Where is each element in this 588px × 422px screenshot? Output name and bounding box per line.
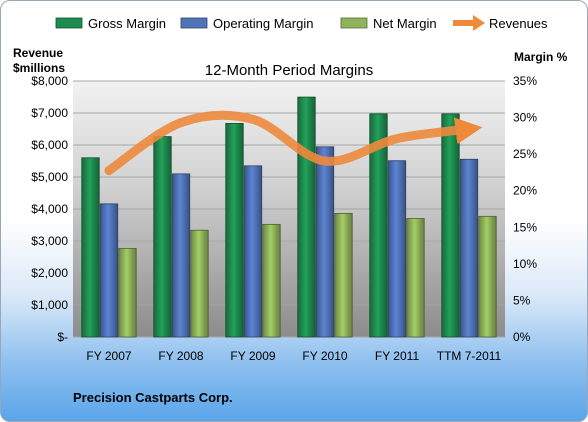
gross-margin-bar (297, 96, 316, 338)
right-tick-label: 0% (513, 330, 531, 344)
net-margin-bar (118, 248, 137, 338)
gross-margin-bar (81, 157, 100, 338)
gross-margin-bar (225, 123, 244, 338)
gross-margin-legend-swatch (55, 17, 83, 29)
right-tick-label: 5% (513, 293, 531, 307)
right-axis-title: Margin % (514, 50, 568, 64)
net-margin-bar (478, 215, 497, 338)
left-axis-title-line1: Revenue (13, 46, 63, 60)
left-tick-label: $5,000 (31, 170, 68, 184)
right-tick-label: 30% (513, 111, 537, 125)
net-margin-bar (190, 229, 209, 338)
left-tick-label: $8,000 (31, 74, 68, 88)
x-axis-ticks: FY 2007 FY 2008 FY 2009 FY 2010 FY 2011 TTM 7… (86, 349, 501, 363)
gross-margin-legend-label: Gross Margin (88, 16, 166, 31)
left-tick-label: $6,000 (31, 138, 68, 152)
gross-margin-bar (441, 113, 460, 338)
left-tick-label: $2,000 (31, 266, 68, 280)
left-tick-label: $1,000 (31, 298, 68, 312)
gross-margin-bar (153, 136, 172, 338)
x-tick-label: FY 2010 (302, 349, 347, 363)
net-margin-legend-swatch (340, 17, 368, 29)
right-tick-label: 25% (513, 147, 537, 161)
chart-legend: Gross Margin Operating Margin Net Margin Re… (55, 15, 548, 31)
right-tick-label: 35% (513, 74, 537, 88)
operating-margin-legend-label: Operating Margin (213, 16, 313, 31)
x-tick-label: TTM 7-2011 (437, 349, 502, 363)
x-tick-label: FY 2011 (375, 349, 420, 363)
x-tick-label: FY 2009 (230, 349, 275, 363)
operating-margin-bar (459, 158, 479, 338)
right-tick-label: 20% (513, 184, 537, 198)
net-margin-legend-label: Net Margin (373, 16, 437, 31)
right-tick-label: 10% (513, 257, 537, 271)
left-tick-label: $7,000 (31, 106, 68, 120)
left-axis-ticks: $- $1,000 $2,000 $3,000 $4,000 $5,000 $6,000 $7… (31, 74, 68, 344)
x-tick-label: FY 2007 (86, 349, 131, 363)
x-tick-label: FY 2008 (158, 349, 203, 363)
right-tick-label: 15% (513, 220, 537, 234)
left-axis-title-line2: $millions (13, 61, 65, 75)
right-axis-ticks: 0% 5% 10% 15% 20% 25% 30% 35% (513, 74, 537, 344)
gross-margin-bar (369, 113, 388, 338)
operating-margin-bar (99, 203, 119, 338)
company-name: Precision Castparts Corp. (73, 390, 233, 405)
operating-margin-bar (387, 160, 407, 338)
operating-margin-legend-swatch (180, 17, 208, 29)
net-margin-bar (406, 218, 425, 338)
revenues-legend-arrow (473, 15, 485, 31)
operating-margin-bar (243, 165, 263, 338)
revenue-line-group (104, 110, 483, 176)
operating-margin-bar (315, 146, 335, 338)
revenues-line (104, 110, 483, 176)
revenues-legend-label: Revenues (489, 16, 548, 31)
net-margin-bar (334, 212, 353, 338)
chart-title: 12-Month Period Margins (205, 62, 373, 79)
left-tick-label: $3,000 (31, 234, 68, 248)
left-tick-label: $- (57, 330, 68, 344)
operating-margin-bar (171, 173, 191, 338)
net-margin-bar (262, 223, 281, 338)
left-tick-label: $4,000 (31, 202, 68, 216)
